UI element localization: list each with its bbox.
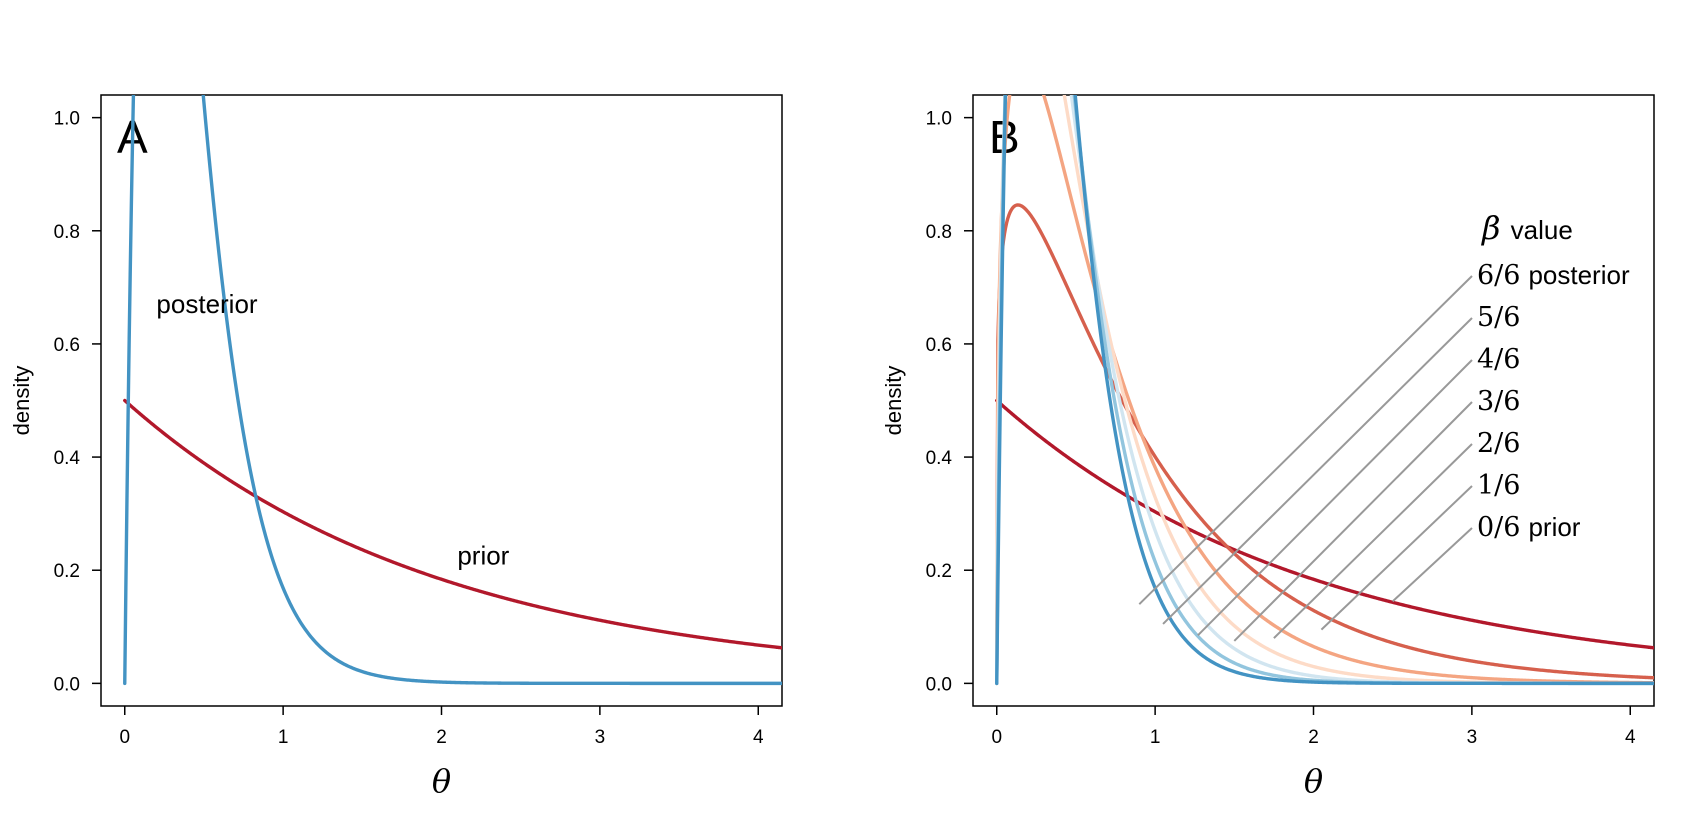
leader-line	[1233, 401, 1473, 642]
y-axis-label: density	[881, 366, 906, 436]
series-line-3-of-6	[995, 95, 1654, 686]
x-tick-label: 2	[436, 727, 447, 748]
y-tick-label: 0.4	[54, 448, 81, 469]
leader-line	[1162, 317, 1473, 625]
y-tick-label: 0.6	[926, 335, 952, 356]
y-axis-label: density	[9, 366, 34, 436]
series-line-5-of-6	[995, 95, 1654, 686]
legend-entry-2-of-6: 2/6	[1477, 428, 1520, 459]
annotation-prior: prior	[457, 541, 509, 571]
plot-frame	[972, 94, 1655, 707]
y-tick-label: 0.2	[54, 561, 80, 582]
leader-line	[1197, 359, 1473, 636]
y-tick-label: 1.0	[926, 109, 952, 130]
y-tick-label: 0.6	[54, 335, 80, 356]
y-tick-label: 0.2	[926, 561, 952, 582]
y-tick-label: 0.0	[54, 674, 80, 695]
x-tick-label: 0	[991, 727, 1002, 748]
legend-entry-5-of-6: 5/6	[1477, 302, 1520, 333]
legend-entry-1-of-6: 1/6	[1477, 470, 1520, 501]
leader-line	[1138, 275, 1473, 605]
panel-a: 0.00.20.40.60.81.00 1 2 3 4θdensityAposterio…	[9, 94, 783, 800]
x-tick-label: 1	[1150, 727, 1161, 748]
x-tick-label: 2	[1308, 727, 1319, 748]
y-tick-label: 0.4	[926, 448, 953, 469]
y-tick-label: 0.8	[926, 222, 952, 243]
series-line-6-of-6	[995, 95, 1654, 686]
x-tick-label: 0	[119, 727, 130, 748]
plot-frame	[100, 94, 783, 707]
leader-line	[1273, 443, 1473, 639]
series-line-prior	[123, 398, 782, 650]
leader-line	[1320, 485, 1473, 631]
x-tick-label: 4	[1625, 727, 1636, 748]
series-line-2-of-6	[995, 95, 1654, 686]
y-tick-label: 0.0	[926, 674, 952, 695]
x-axis-label: θ	[1304, 762, 1323, 800]
y-tick-label: 1.0	[54, 109, 80, 130]
legend-entry-4-of-6: 4/6	[1477, 344, 1520, 375]
legend-title: β value	[1481, 209, 1573, 247]
annotation-posterior: posterior	[156, 289, 257, 319]
x-axis-label: θ	[432, 762, 451, 800]
series-line-1-of-6	[995, 203, 1654, 686]
x-tick-label: 1	[278, 727, 289, 748]
x-tick-label: 3	[1467, 727, 1478, 748]
series-line-posterior	[123, 95, 782, 686]
x-tick-label: 4	[753, 727, 764, 748]
legend-entry-6-of-6: 6/6 posterior	[1477, 260, 1630, 291]
legend-entry-0-of-6: 0/6 prior	[1477, 512, 1581, 543]
y-tick-label: 0.8	[54, 222, 80, 243]
legend-entry-3-of-6: 3/6	[1477, 386, 1520, 417]
leader-line	[1392, 527, 1473, 603]
x-tick-label: 3	[595, 727, 606, 748]
series-line-4-of-6	[995, 95, 1654, 686]
